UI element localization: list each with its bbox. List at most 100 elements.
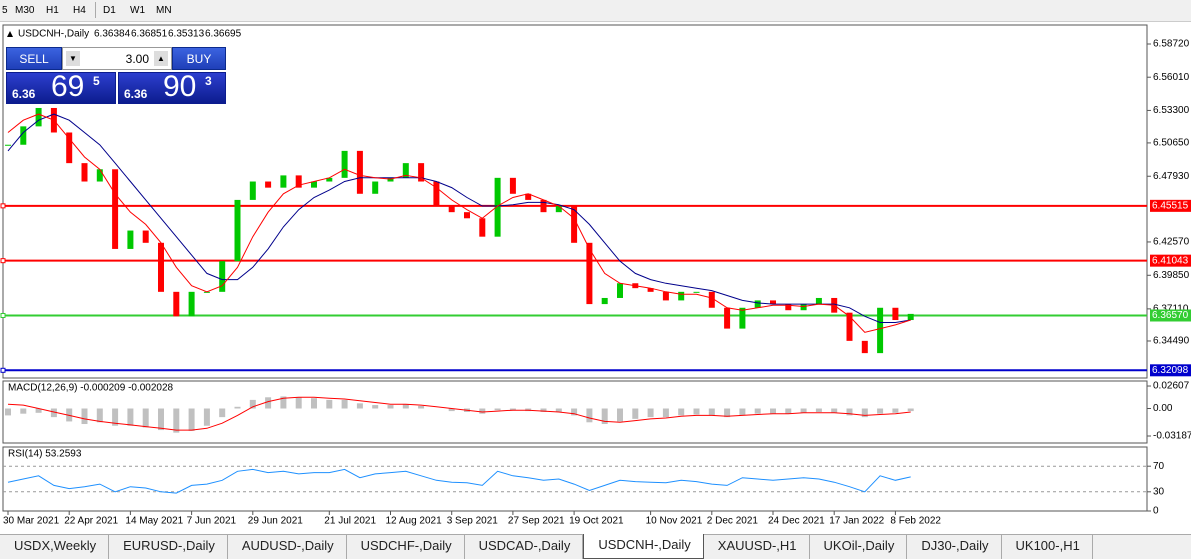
ohlc-value: 6.36851: [131, 29, 168, 40]
price-big: 6.36: [124, 87, 148, 101]
collapse-arrow: [7, 31, 13, 37]
chart-tab[interactable]: UKOil-,Daily: [810, 535, 908, 559]
price-main: 69: [51, 70, 85, 103]
macd-bar: [341, 399, 348, 409]
candle: [877, 307, 884, 354]
buy-button[interactable]: BUY: [172, 47, 226, 70]
candle: [708, 291, 715, 308]
candle: [188, 291, 195, 317]
macd-bar: [280, 396, 287, 409]
macd-bar: [647, 408, 654, 418]
candle: [494, 177, 501, 237]
candle: [509, 177, 516, 194]
timeframe-button[interactable]: M30: [15, 5, 35, 16]
lots-down[interactable]: ▼: [66, 51, 80, 66]
chart-tab[interactable]: EURUSD-,Daily: [109, 535, 228, 559]
candle: [311, 181, 317, 188]
macd-bar: [494, 408, 501, 411]
price-big: 6.36: [12, 87, 36, 101]
macd-bar: [96, 408, 103, 423]
level-handle: [0, 367, 6, 373]
macd-bar: [112, 408, 119, 426]
candle: [295, 175, 302, 188]
level-handle: [0, 203, 6, 209]
macd-bar: [785, 408, 792, 414]
timeframe-button[interactable]: D1: [103, 5, 116, 16]
candle: [35, 107, 42, 127]
macd-bar: [601, 408, 608, 425]
level-tag: [1150, 309, 1191, 322]
macd-bar: [800, 408, 807, 413]
chart-tab[interactable]: USDCAD-,Daily: [465, 535, 584, 559]
candle: [448, 206, 455, 213]
macd-bar: [693, 408, 700, 415]
level-handle: [0, 312, 6, 318]
chart-tab[interactable]: USDCHF-,Daily: [347, 535, 465, 559]
candle: [372, 181, 379, 194]
macd-bar: [142, 408, 149, 428]
x-tick-label: 22 Apr 2021: [64, 516, 118, 527]
level-tag: [1150, 254, 1191, 267]
sell-button[interactable]: SELL: [6, 47, 62, 70]
macd-bar: [586, 408, 593, 423]
macd-bar: [540, 408, 547, 412]
price-main: 90: [163, 70, 197, 103]
candle: [571, 206, 578, 243]
macd-bar: [219, 408, 226, 418]
macd-bar: [158, 408, 164, 431]
macd-bar: [892, 408, 899, 413]
candle: [815, 297, 822, 305]
macd-bar: [20, 408, 27, 414]
y-tick-label: 6.42570: [1153, 237, 1190, 248]
chart-tab[interactable]: XAUUSD-,H1: [704, 535, 810, 559]
macd-bar: [326, 399, 333, 409]
macd-bar: [387, 405, 394, 409]
timeframe-button[interactable]: 5: [2, 5, 8, 16]
macd-bar: [311, 398, 317, 409]
y-tick-label: 0.02607: [1153, 381, 1190, 392]
candle: [142, 230, 149, 243]
lots-input[interactable]: 3.00: [125, 52, 149, 66]
candle: [341, 150, 348, 178]
candle: [433, 181, 440, 207]
chart-tab[interactable]: DJ30-,Daily: [907, 535, 1002, 559]
candle: [601, 297, 608, 305]
chart-tab[interactable]: USDCNH-,Daily: [583, 534, 704, 559]
lots-up[interactable]: ▲: [154, 51, 168, 66]
y-tick-label: 6.47930: [1153, 171, 1190, 182]
macd-bar: [372, 405, 379, 409]
macd-bar: [555, 408, 562, 412]
x-tick-label: 10 Nov 2021: [646, 516, 703, 527]
candle: [693, 291, 700, 293]
panel-frame: [2, 380, 1148, 444]
candle: [219, 261, 226, 292]
macd-bar: [448, 408, 455, 412]
timeframe-button[interactable]: H4: [73, 5, 86, 16]
macd-bar: [724, 408, 731, 418]
chart-tab[interactable]: UK100-,H1: [1002, 535, 1093, 559]
macd-bar: [127, 408, 134, 426]
sell-price[interactable]: 6.36 69 5: [6, 70, 116, 104]
y-tick-label: 6.56010: [1153, 72, 1190, 83]
timeframe-button[interactable]: MN: [156, 5, 172, 16]
macd-bar: [831, 408, 838, 413]
candle: [739, 307, 746, 329]
ohlc-value: 6.36384: [94, 29, 131, 40]
macd-bar: [877, 408, 884, 414]
timeframe-button[interactable]: H1: [46, 5, 59, 16]
candle: [234, 199, 241, 262]
candle: [387, 177, 394, 182]
candle: [5, 144, 11, 146]
candle: [678, 291, 685, 301]
timeframe-button[interactable]: W1: [130, 5, 145, 16]
buy-price[interactable]: 6.36 90 3: [118, 70, 226, 104]
chart-tab[interactable]: AUDUSD-,Daily: [228, 535, 347, 559]
y-tick-label: 6.34490: [1153, 336, 1190, 347]
y-tick-label: 6.53300: [1153, 105, 1190, 116]
candle: [662, 291, 669, 301]
chart-tab[interactable]: USDX,Weekly: [0, 535, 110, 559]
macd-signal: [7, 396, 911, 431]
macd-bar: [754, 408, 761, 414]
candle: [280, 175, 287, 188]
macd-bar: [509, 408, 516, 411]
